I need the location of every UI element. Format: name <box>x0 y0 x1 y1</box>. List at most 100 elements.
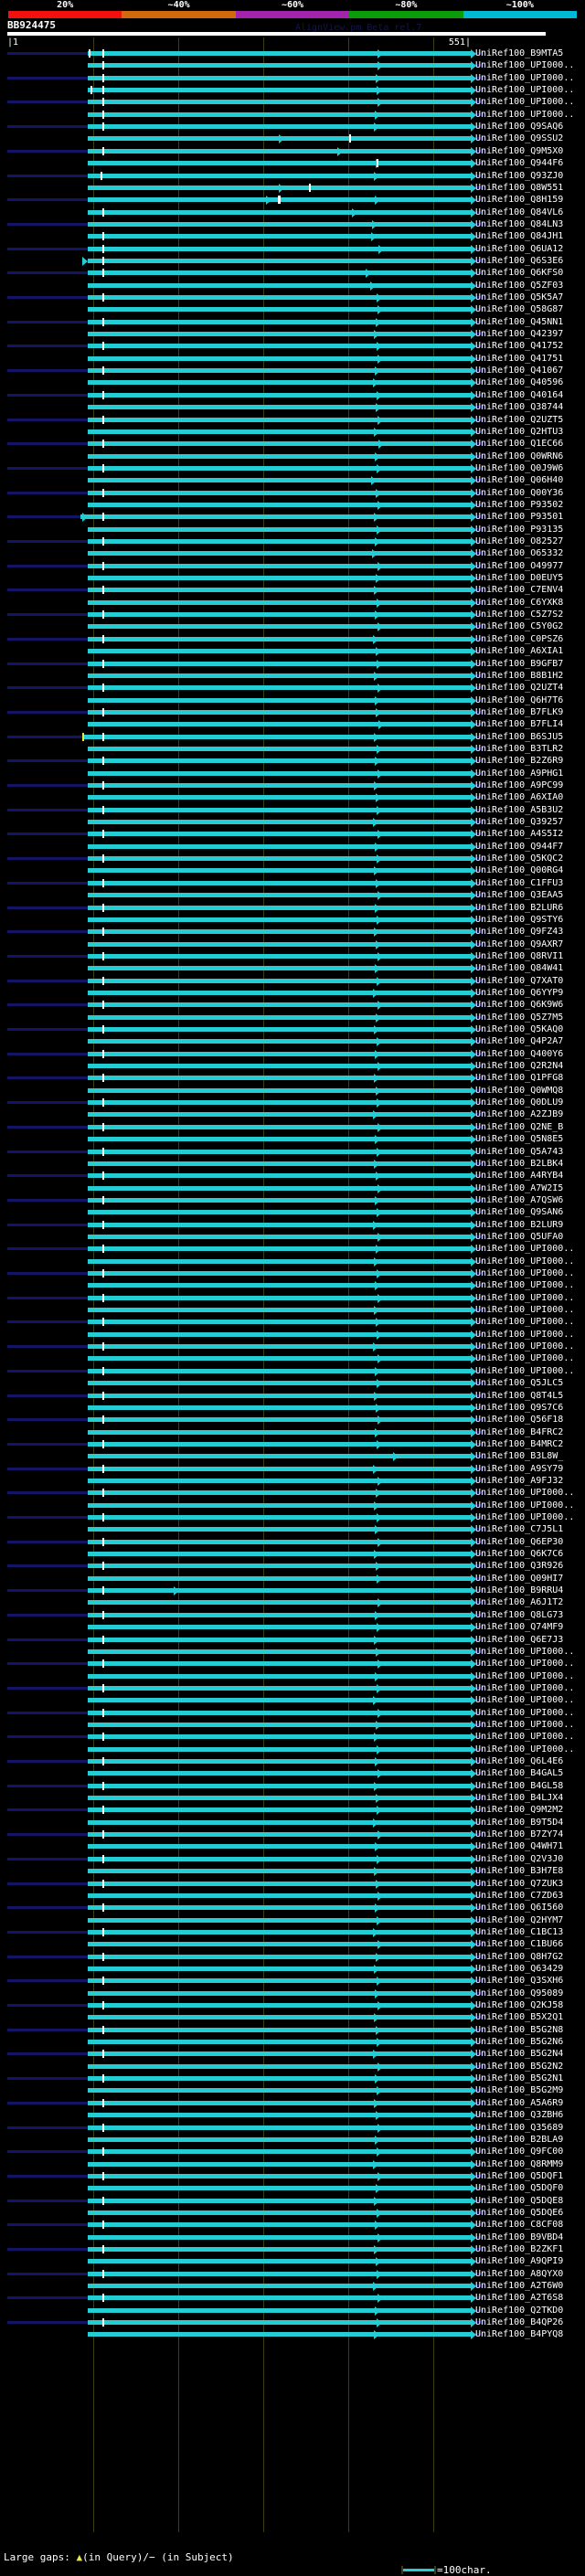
alignment-row[interactable]: UniRef100_Q8W551 <box>0 183 585 195</box>
alignment-row[interactable]: UniRef100_B8B1H2 <box>0 671 585 683</box>
hit-label[interactable]: UniRef100_B2Z6R9 <box>475 756 564 767</box>
hit-label[interactable]: UniRef100_Q00RG4 <box>475 865 564 876</box>
hit-label[interactable]: UniRef100_Q9M2M2 <box>475 1805 564 1816</box>
alignment-row[interactable]: UniRef100_Q5JLC5 <box>0 1378 585 1390</box>
alignment-row[interactable]: UniRef100_UPI000.. <box>0 1366 585 1378</box>
hit-label[interactable]: UniRef100_UPI000.. <box>475 97 575 108</box>
hit-label[interactable]: UniRef100_UPI000.. <box>475 1500 575 1511</box>
alignment-row[interactable]: UniRef100_B9MTA5 <box>0 48 585 60</box>
alignment-row[interactable]: UniRef100_Q6KFS0 <box>0 268 585 280</box>
hsp-bar[interactable] <box>88 953 471 959</box>
alignment-row[interactable]: UniRef100_C5Z7S2 <box>0 610 585 621</box>
alignment-row[interactable]: UniRef100_A2ZJB9 <box>0 1109 585 1121</box>
hsp-bar[interactable] <box>88 746 471 751</box>
alignment-row[interactable]: UniRef100_Q1EC66 <box>0 439 585 451</box>
alignment-row[interactable]: UniRef100_B6SJU5 <box>0 732 585 744</box>
alignment-row[interactable]: UniRef100_C7J5L1 <box>0 1524 585 1536</box>
hit-label[interactable]: UniRef100_P93135 <box>475 524 564 535</box>
alignment-row[interactable]: UniRef100_UPI000.. <box>0 110 585 122</box>
alignment-row[interactable]: UniRef100_Q06H40 <box>0 475 585 487</box>
hsp-bar[interactable] <box>88 319 471 324</box>
alignment-row[interactable]: UniRef100_Q6EP30 <box>0 1537 585 1549</box>
hsp-bar[interactable] <box>88 1673 471 1679</box>
hsp-bar[interactable] <box>88 1722 471 1727</box>
alignment-row[interactable]: UniRef100_O82527 <box>0 536 585 548</box>
alignment-row[interactable]: UniRef100_UPI000.. <box>0 73 585 85</box>
alignment-row[interactable]: UniRef100_Q38744 <box>0 402 585 414</box>
hit-label[interactable]: UniRef100_Q41067 <box>475 366 564 376</box>
hsp-bar[interactable] <box>88 1331 471 1337</box>
hsp-bar[interactable] <box>88 966 471 971</box>
alignment-row[interactable]: UniRef100_Q9FC00 <box>0 2147 585 2158</box>
hsp-bar[interactable] <box>88 2234 471 2240</box>
alignment-row[interactable]: UniRef100_Q9SAQ6 <box>0 122 585 133</box>
hsp-bar[interactable] <box>88 1796 471 1801</box>
hsp-bar[interactable] <box>88 2247 471 2252</box>
hit-label[interactable]: UniRef100_Q5DQF0 <box>475 2183 564 2194</box>
alignment-row[interactable]: UniRef100_Q2UZT4 <box>0 683 585 694</box>
hit-label[interactable]: UniRef100_B4GAL5 <box>475 1768 564 1779</box>
hsp-bar[interactable] <box>88 234 471 239</box>
alignment-row[interactable]: UniRef100_Q45NN1 <box>0 317 585 329</box>
alignment-row[interactable]: UniRef100_A7QSW6 <box>0 1195 585 1207</box>
hit-label[interactable]: UniRef100_B5G2N2 <box>475 2061 564 2072</box>
hit-label[interactable]: UniRef100_Q5KAQ0 <box>475 1024 564 1034</box>
alignment-row[interactable]: UniRef100_Q3ZBH6 <box>0 2110 585 2122</box>
hsp-bar[interactable] <box>88 1917 471 1923</box>
hsp-bar[interactable] <box>88 1698 471 1703</box>
hsp-bar[interactable] <box>88 649 471 654</box>
hsp-bar[interactable] <box>88 832 471 837</box>
hsp-bar[interactable] <box>88 709 471 715</box>
hsp-bar[interactable] <box>88 75 471 80</box>
alignment-row[interactable]: UniRef100_Q8LG73 <box>0 1610 585 1622</box>
alignment-row[interactable]: UniRef100_Q9STY6 <box>0 915 585 927</box>
hit-label[interactable]: UniRef100_B7FLI4 <box>475 719 564 730</box>
alignment-row[interactable]: UniRef100_Q2HTU3 <box>0 427 585 439</box>
hsp-bar[interactable] <box>88 502 471 507</box>
alignment-row[interactable]: UniRef100_Q40596 <box>0 377 585 389</box>
alignment-row[interactable]: UniRef100_UPI000.. <box>0 1512 585 1524</box>
hit-label[interactable]: UniRef100_C1FFU3 <box>475 877 564 888</box>
hit-label[interactable]: UniRef100_Q2V3J0 <box>475 1853 564 1864</box>
hsp-bar[interactable] <box>88 1124 471 1129</box>
alignment-row[interactable]: UniRef100_Q6K7C6 <box>0 1549 585 1561</box>
hit-label[interactable]: UniRef100_UPI000.. <box>475 1268 575 1278</box>
hsp-bar[interactable] <box>88 599 471 605</box>
hit-label[interactable]: UniRef100_Q09HI7 <box>475 1573 564 1584</box>
alignment-row[interactable]: UniRef100_B5G2N2 <box>0 2062 585 2073</box>
hsp-bar[interactable] <box>88 1771 471 1776</box>
hsp-bar[interactable] <box>88 1161 471 1166</box>
hsp-bar[interactable] <box>88 2307 471 2313</box>
hit-label[interactable]: UniRef100_B7ZY74 <box>475 1829 564 1840</box>
alignment-row[interactable]: UniRef100_P93502 <box>0 500 585 512</box>
alignment-row[interactable]: UniRef100_B4GAL5 <box>0 1768 585 1780</box>
alignment-row[interactable]: UniRef100_UPI000.. <box>0 1305 585 1317</box>
alignment-row[interactable]: UniRef100_Q40164 <box>0 390 585 402</box>
hsp-bar[interactable] <box>88 2113 471 2118</box>
alignment-row[interactable]: UniRef100_UPI000.. <box>0 1683 585 1695</box>
hit-label[interactable]: UniRef100_B2LUR9 <box>475 1219 564 1230</box>
alignment-row[interactable]: UniRef100_Q2V3J0 <box>0 1854 585 1866</box>
alignment-row[interactable]: UniRef100_Q5DQF1 <box>0 2171 585 2183</box>
hit-label[interactable]: UniRef100_B5X2Q1 <box>475 2012 564 2023</box>
hit-label[interactable]: UniRef100_A4S5I2 <box>475 829 564 840</box>
hit-label[interactable]: UniRef100_Q2TKD0 <box>475 2305 564 2316</box>
hsp-bar[interactable] <box>88 1014 471 1020</box>
hit-label[interactable]: UniRef100_Q0WMQ8 <box>475 1085 564 1096</box>
hsp-bar[interactable] <box>88 1588 471 1594</box>
hit-label[interactable]: UniRef100_A5B3U2 <box>475 804 564 815</box>
hit-label[interactable]: UniRef100_Q9M5X0 <box>475 145 564 156</box>
alignment-row[interactable]: UniRef100_A6XIA0 <box>0 792 585 804</box>
hit-label[interactable]: UniRef100_UPI000.. <box>475 1732 575 1743</box>
hsp-bar[interactable] <box>88 1881 471 1886</box>
alignment-row[interactable]: UniRef100_B5G2N1 <box>0 2073 585 2085</box>
hit-label[interactable]: UniRef100_A6XIA0 <box>475 792 564 803</box>
hit-label[interactable]: UniRef100_UPI000.. <box>475 1292 575 1303</box>
hit-label[interactable]: UniRef100_A8QYX0 <box>475 2268 564 2279</box>
hit-label[interactable]: UniRef100_B4MRC2 <box>475 1438 564 1449</box>
hit-label[interactable]: UniRef100_Q9SSU2 <box>475 133 564 144</box>
alignment-row[interactable]: UniRef100_Q3EAA5 <box>0 890 585 902</box>
hsp-bar[interactable] <box>88 1087 471 1093</box>
alignment-row[interactable]: UniRef100_UPI000.. <box>0 1695 585 1707</box>
alignment-row[interactable]: UniRef100_C0PSZ6 <box>0 634 585 646</box>
